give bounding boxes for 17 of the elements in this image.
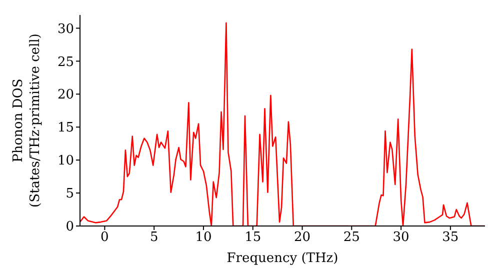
x-tick-label: 35 <box>442 230 459 246</box>
x-axis-title: Frequency (THz) <box>226 251 338 266</box>
y-tick-label: 15 <box>57 120 74 136</box>
x-tick-label: 15 <box>244 230 262 246</box>
y-tick-label: 0 <box>66 220 74 235</box>
y-axis-title: Phonon DOS (States/THz·primitive cell) <box>11 33 43 208</box>
x-tick-label: 20 <box>294 230 311 246</box>
x-tick-label: 10 <box>195 230 212 246</box>
y-tick-label: 20 <box>57 88 74 103</box>
x-tick-label: 5 <box>150 230 158 246</box>
y-tick-label: 10 <box>57 154 74 169</box>
x-tick-label: 30 <box>392 230 410 246</box>
y-tick-label: 30 <box>57 22 74 37</box>
x-tick-label: 0 <box>100 230 109 246</box>
x-tick-label: 25 <box>343 230 360 246</box>
y-tick-label: 5 <box>66 186 74 202</box>
y-tick-label: 25 <box>57 54 74 70</box>
